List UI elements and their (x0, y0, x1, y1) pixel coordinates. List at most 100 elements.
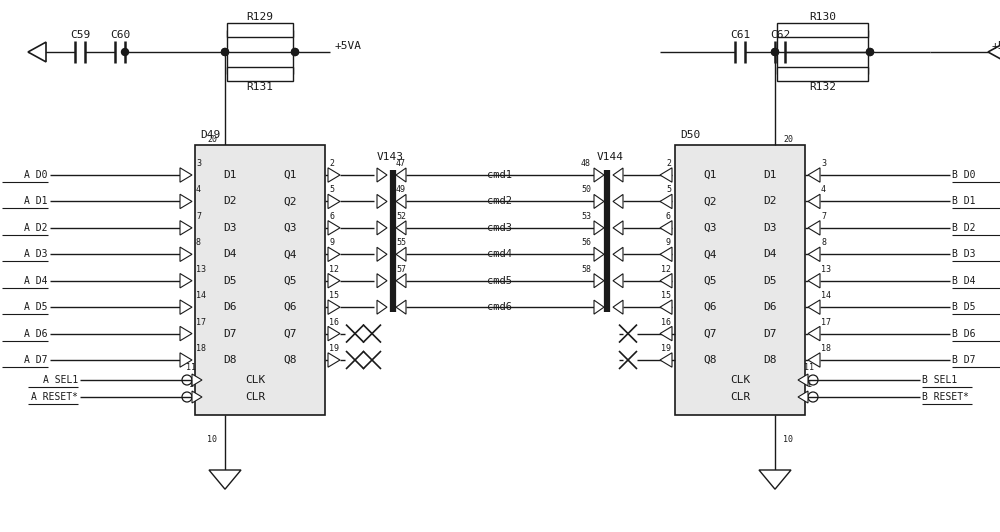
Text: 11: 11 (804, 363, 814, 372)
Bar (227, 67, 293, 81)
Text: D7: D7 (223, 329, 237, 338)
Polygon shape (328, 221, 340, 235)
Text: 10: 10 (207, 436, 217, 445)
Polygon shape (808, 353, 820, 367)
Text: 48: 48 (581, 159, 591, 168)
Polygon shape (377, 300, 387, 314)
Text: 10: 10 (783, 436, 793, 445)
Text: 15: 15 (661, 291, 671, 300)
Circle shape (122, 48, 128, 55)
Text: 19: 19 (329, 344, 339, 353)
Text: CLR: CLR (730, 392, 750, 402)
Text: B RESET*: B RESET* (922, 392, 969, 402)
Text: B D2: B D2 (952, 223, 976, 233)
Polygon shape (613, 300, 623, 314)
Text: +5VB: +5VB (992, 41, 1000, 51)
Text: 13: 13 (821, 265, 831, 274)
Text: Q2: Q2 (283, 196, 297, 206)
Polygon shape (180, 273, 192, 288)
Polygon shape (808, 221, 820, 235)
Text: A D1: A D1 (24, 196, 48, 206)
Polygon shape (660, 300, 672, 314)
Text: D5: D5 (223, 276, 237, 286)
Bar (675, 145, 805, 415)
Text: D8: D8 (763, 355, 777, 365)
Text: 6: 6 (329, 212, 334, 221)
Polygon shape (396, 194, 406, 209)
Text: B D0: B D0 (952, 170, 976, 180)
Polygon shape (798, 374, 808, 386)
Text: 58: 58 (581, 265, 591, 274)
Polygon shape (328, 300, 340, 314)
Text: 2: 2 (666, 159, 671, 168)
Text: 7: 7 (196, 212, 201, 221)
Text: Q3: Q3 (283, 223, 297, 233)
Text: D4: D4 (223, 250, 237, 259)
Polygon shape (660, 326, 672, 341)
Text: 47: 47 (396, 159, 406, 168)
Text: Q7: Q7 (283, 329, 297, 338)
Text: 4: 4 (821, 186, 826, 194)
Polygon shape (180, 221, 192, 235)
Text: 1: 1 (806, 380, 812, 389)
Polygon shape (594, 247, 604, 261)
Text: Q5: Q5 (703, 276, 717, 286)
Polygon shape (396, 221, 406, 235)
Polygon shape (396, 168, 406, 182)
Polygon shape (209, 470, 241, 489)
Text: 3: 3 (821, 159, 826, 168)
Text: Q6: Q6 (703, 302, 717, 312)
Text: 55: 55 (396, 238, 406, 247)
Text: C61: C61 (730, 30, 750, 40)
Text: cmd6: cmd6 (488, 302, 512, 312)
Text: A RESET*: A RESET* (31, 392, 78, 402)
Text: 1: 1 (188, 380, 194, 389)
Text: 13: 13 (196, 265, 206, 274)
Polygon shape (594, 194, 604, 209)
Text: 9: 9 (329, 238, 334, 247)
Circle shape (772, 48, 778, 55)
Text: Q1: Q1 (283, 170, 297, 180)
Text: 49: 49 (396, 186, 406, 194)
Text: Q6: Q6 (283, 302, 297, 312)
Polygon shape (377, 168, 387, 182)
Text: 6: 6 (666, 212, 671, 221)
Polygon shape (660, 247, 672, 262)
Bar (227, 23, 293, 37)
Text: 11: 11 (186, 363, 196, 372)
Polygon shape (180, 168, 192, 182)
Polygon shape (594, 168, 604, 182)
Text: Q1: Q1 (703, 170, 717, 180)
Text: R131: R131 (246, 82, 274, 92)
Text: 8: 8 (196, 238, 201, 247)
Text: 17: 17 (196, 318, 206, 327)
Text: CLK: CLK (730, 375, 750, 385)
Polygon shape (660, 353, 672, 367)
Polygon shape (594, 300, 604, 314)
Polygon shape (396, 300, 406, 314)
Circle shape (866, 48, 874, 55)
Text: R129: R129 (246, 12, 274, 22)
Polygon shape (808, 247, 820, 262)
Polygon shape (808, 300, 820, 314)
Text: D5: D5 (763, 276, 777, 286)
Polygon shape (396, 247, 406, 261)
Bar (195, 145, 325, 415)
Polygon shape (328, 273, 340, 288)
Polygon shape (377, 247, 387, 261)
Text: D4: D4 (763, 250, 777, 259)
Text: 15: 15 (329, 291, 339, 300)
Polygon shape (180, 326, 192, 341)
Text: cmd5: cmd5 (488, 276, 512, 286)
Text: A D0: A D0 (24, 170, 48, 180)
Text: D6: D6 (223, 302, 237, 312)
Polygon shape (808, 168, 820, 182)
Polygon shape (808, 194, 820, 209)
Text: 53: 53 (581, 212, 591, 221)
Polygon shape (613, 274, 623, 288)
Polygon shape (328, 168, 340, 182)
Polygon shape (396, 274, 406, 288)
Polygon shape (660, 168, 672, 182)
Text: V143: V143 (376, 152, 404, 162)
Text: C62: C62 (770, 30, 790, 40)
